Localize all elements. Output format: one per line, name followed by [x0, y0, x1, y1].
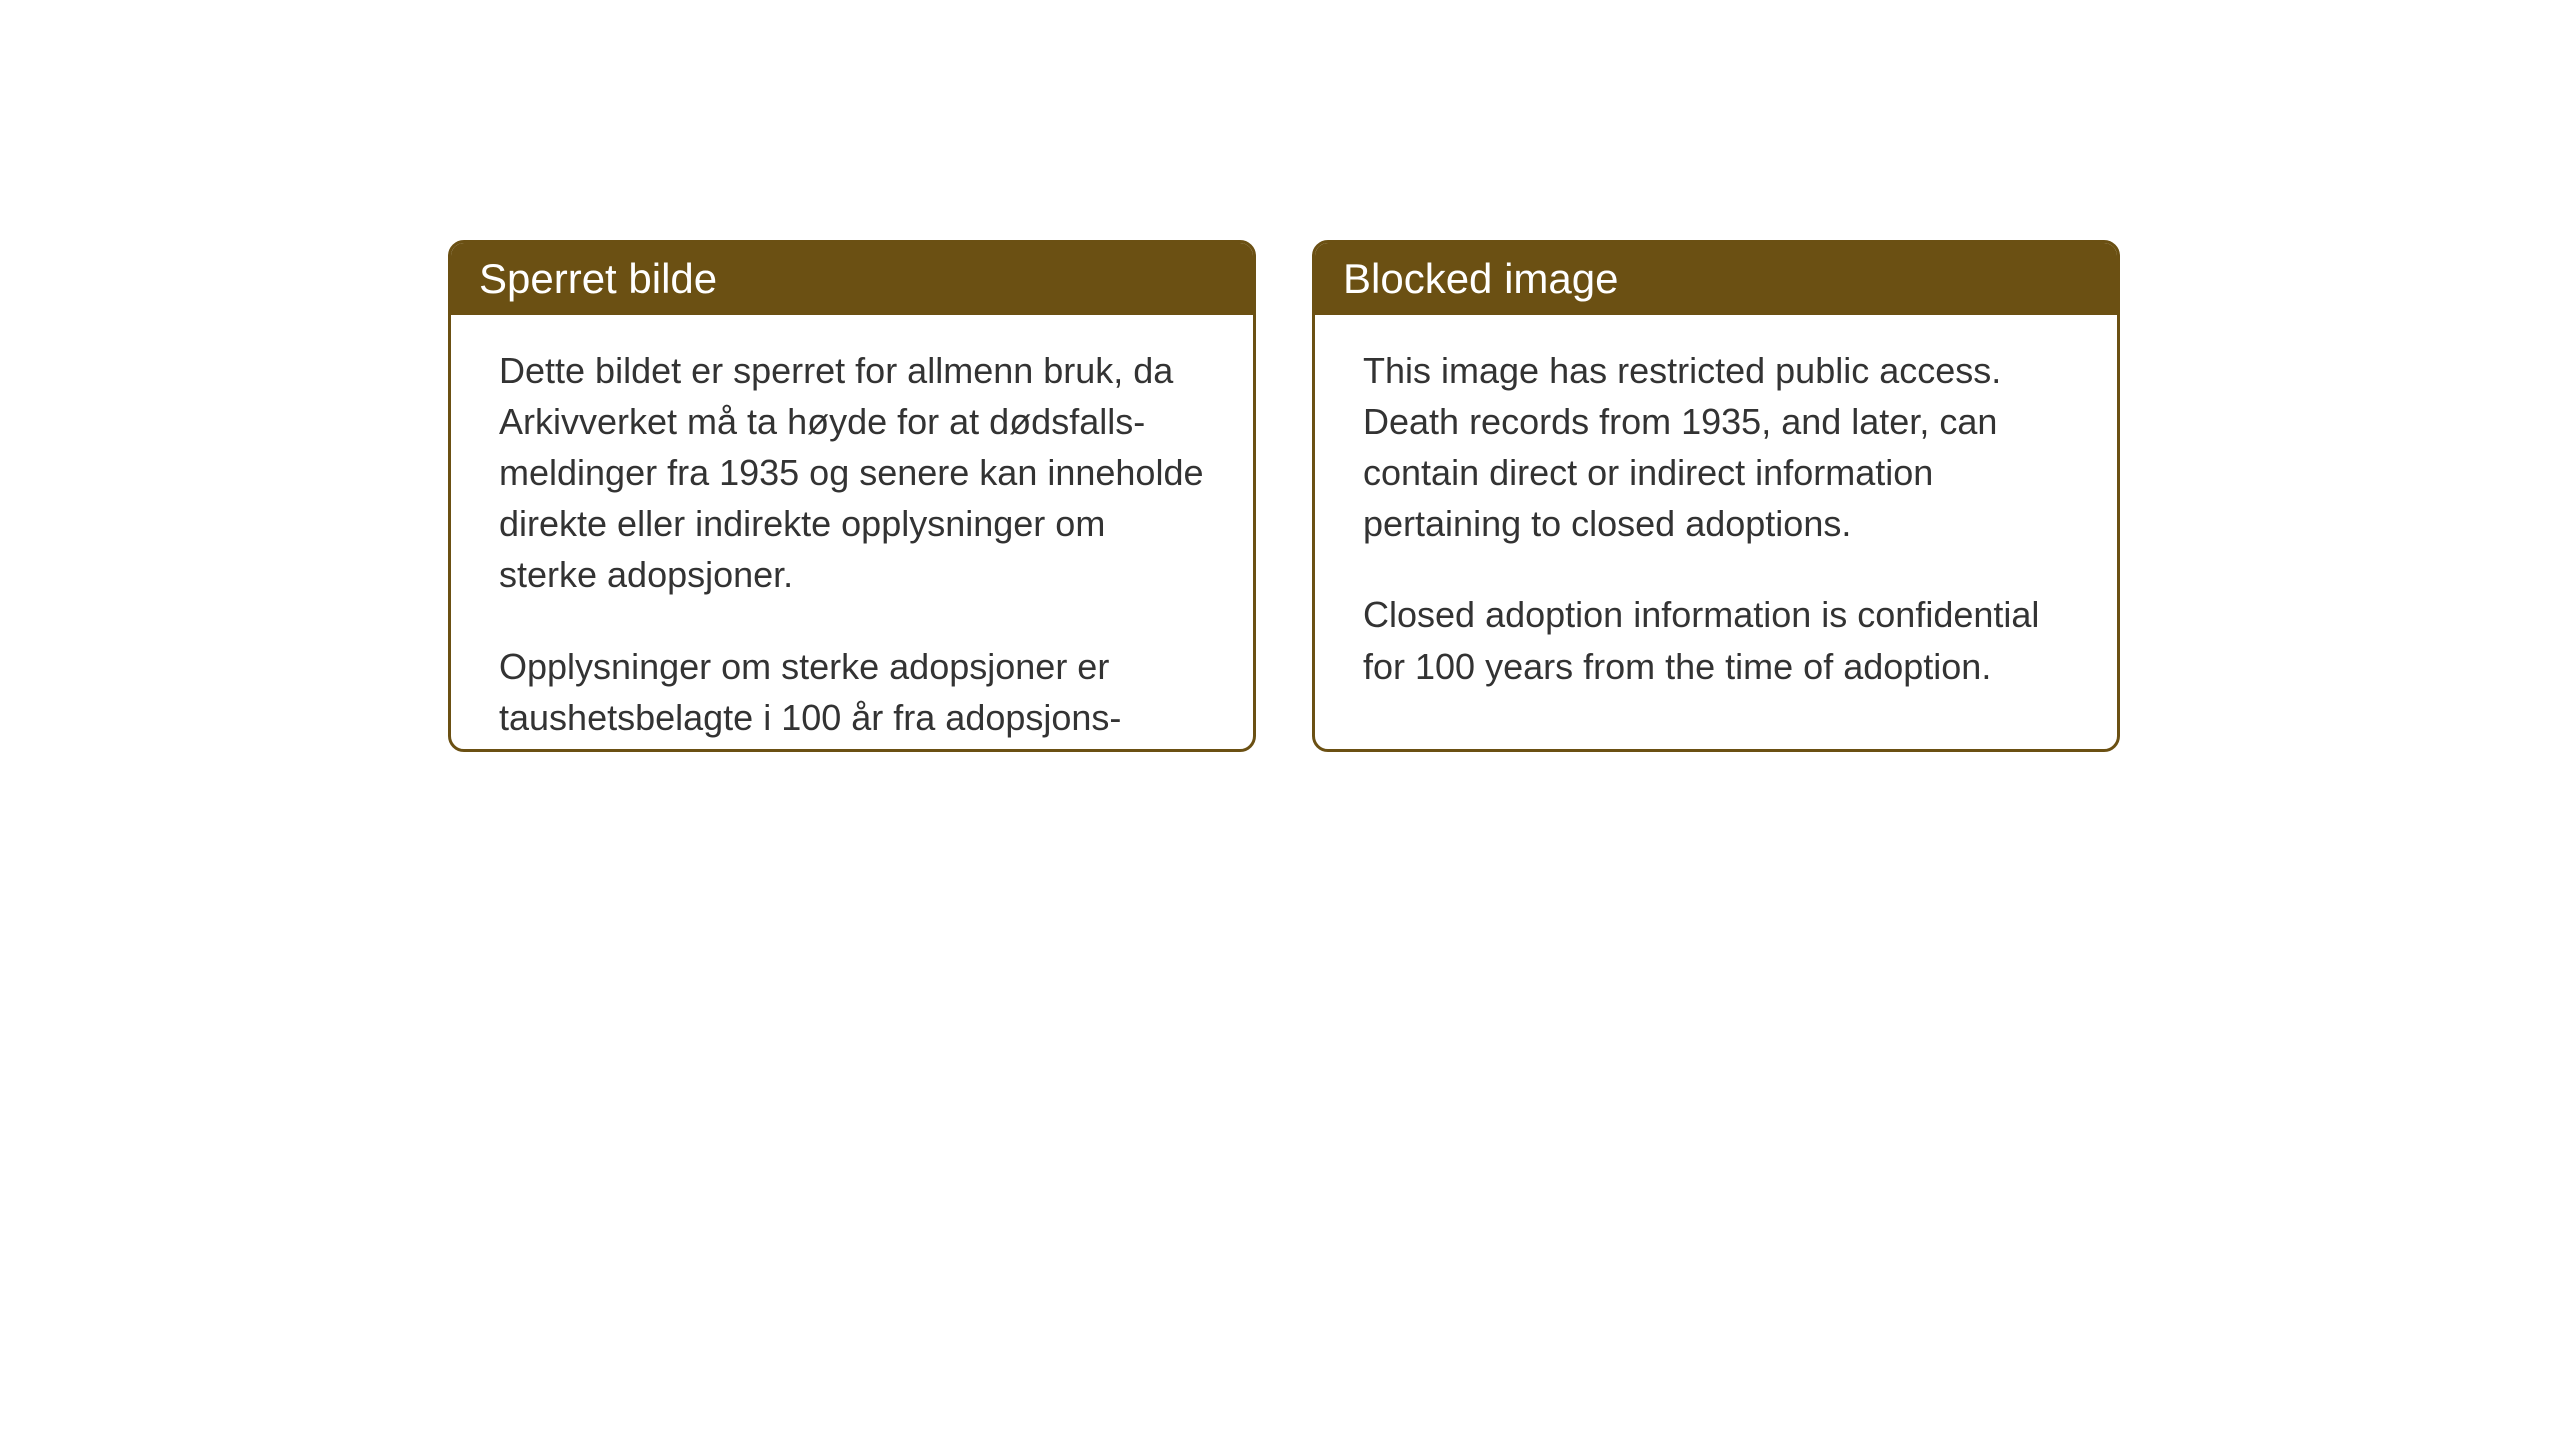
notice-card-english: Blocked image This image has restricted …	[1312, 240, 2120, 752]
card-body-english: This image has restricted public access.…	[1315, 315, 2117, 752]
notice-container: Sperret bilde Dette bildet er sperret fo…	[448, 240, 2120, 752]
notice-paragraph-2-english: Closed adoption information is confident…	[1363, 589, 2069, 691]
card-header-english: Blocked image	[1315, 243, 2117, 315]
card-header-norwegian: Sperret bilde	[451, 243, 1253, 315]
notice-paragraph-2-norwegian: Opplysninger om sterke adopsjoner er tau…	[499, 641, 1205, 752]
card-body-norwegian: Dette bildet er sperret for allmenn bruk…	[451, 315, 1253, 752]
notice-paragraph-1-norwegian: Dette bildet er sperret for allmenn bruk…	[499, 345, 1205, 601]
notice-paragraph-1-english: This image has restricted public access.…	[1363, 345, 2069, 549]
notice-card-norwegian: Sperret bilde Dette bildet er sperret fo…	[448, 240, 1256, 752]
